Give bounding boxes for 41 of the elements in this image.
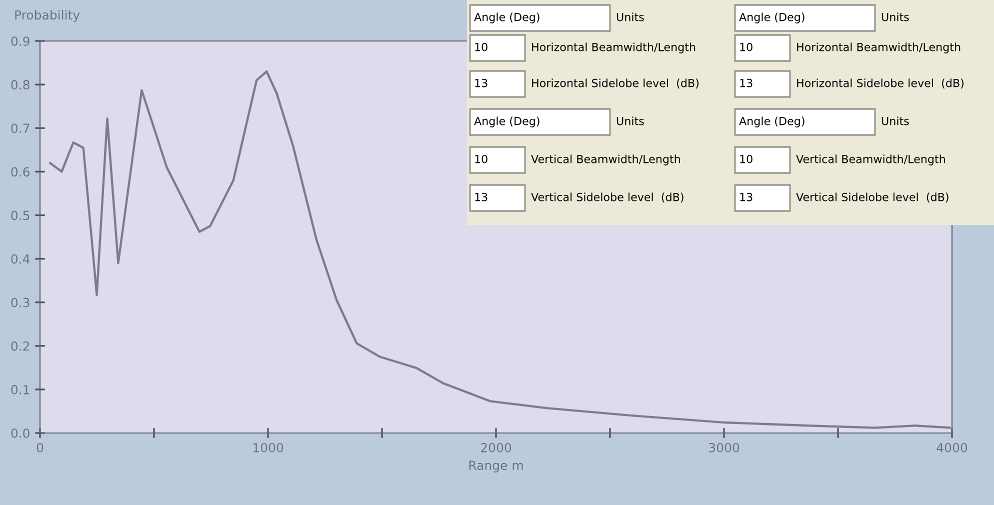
x-tick-label: 2000	[481, 442, 512, 452]
annotation: Horizontal Sidelobe level (dB)	[532, 78, 698, 89]
annotation: Angle (Deg)	[474, 116, 540, 128]
annotation: Horizontal Beamwidth/Length	[532, 42, 696, 54]
annotation: Vertical Beamwidth/Length	[796, 154, 945, 166]
y-tick-label: 0.4	[11, 254, 30, 264]
annotation: 13	[475, 78, 488, 88]
y-tick-label: 0.2	[11, 341, 30, 351]
annotation: 13	[740, 192, 752, 202]
annotation: Units	[616, 116, 644, 126]
x-tick-label: 4000	[936, 442, 968, 452]
annotation: Vertical Beamwidth/Length	[531, 154, 680, 166]
annotation: Horizontal Sidelobe level (dB)	[797, 78, 964, 89]
y-tick-label: 0.1	[11, 384, 30, 394]
x-axis-title: Range m	[469, 460, 523, 472]
y-tick-label: 0.9	[11, 36, 30, 46]
y-tick-label: 0.6	[11, 167, 30, 177]
annotation: 13	[475, 192, 488, 202]
annotation: Vertical Sidelobe level (dB)	[531, 192, 684, 203]
y-tick-label: 0.5	[11, 210, 30, 220]
annotation: 10	[475, 154, 488, 164]
annotation: Horizontal Beamwidth/Length	[797, 42, 960, 54]
annotation: Angle (Deg)	[739, 116, 804, 128]
text: Angle (Deg)	[474, 12, 540, 24]
x-tick-label: 0	[36, 442, 44, 452]
x-tick-label: 3000	[709, 442, 740, 452]
y-tick-label: 0.7	[11, 124, 30, 134]
annotation: 10	[740, 42, 752, 52]
y-tick-label: 0.0	[11, 428, 30, 438]
text: Units	[882, 12, 909, 22]
y-tick-label: 0.3	[11, 298, 30, 308]
y-axis-title: Probability	[15, 10, 80, 22]
annotation: Vertical Sidelobe level (dB)	[796, 192, 948, 203]
annotation: 13	[740, 78, 752, 88]
text: Angle (Deg)	[739, 12, 804, 24]
annotation: 10	[740, 154, 752, 164]
text: Units	[616, 12, 644, 22]
y-tick-label: 0.8	[11, 80, 30, 90]
x-tick-label: 1000	[253, 442, 284, 452]
annotation: 10	[475, 42, 488, 52]
annotation: Units	[882, 116, 909, 126]
